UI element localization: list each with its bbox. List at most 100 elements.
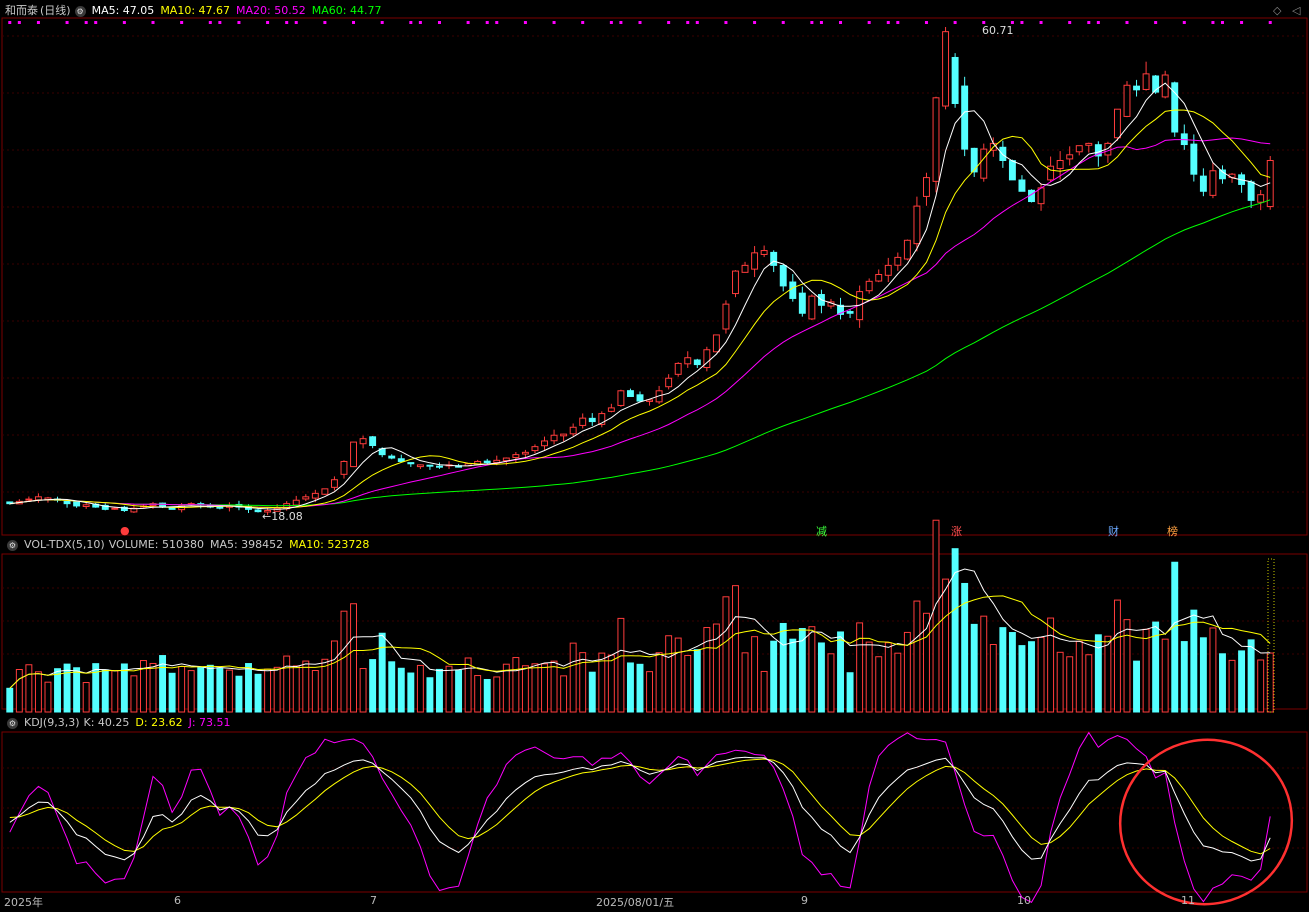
volume-settings-icon[interactable]: ⚙ [7,539,18,551]
candle-body [1171,82,1179,133]
event-marker-red[interactable]: ● [120,524,130,537]
ma5-label: MA5: 47.05 [91,4,155,17]
candle-body [779,265,787,287]
volume-bar [340,610,348,713]
x-label-nov: 11 [1181,894,1195,907]
volume-bar [321,658,329,713]
volume-bar [674,637,682,713]
volume-bar [1066,656,1074,713]
high-price-label: 60.71 [982,24,1014,37]
candle-body [693,359,701,366]
event-marker-bang[interactable]: 榜 [1167,525,1178,538]
volume-bar [1123,619,1131,713]
signal-dot [1020,21,1024,24]
candle-body [111,507,119,510]
candle-body [502,457,510,462]
volume-bar [44,681,52,713]
signal-dot [638,21,642,24]
candle-body [923,177,930,197]
candle-body [646,399,654,402]
kdj-d: D: 23.62 [135,716,183,729]
volume-bar [187,670,195,713]
volume-bar [569,642,577,713]
candle-body [999,146,1007,161]
signal-dot [180,21,184,24]
volume-bar [436,668,443,713]
volume-bar [817,642,825,713]
volume-bar [913,600,921,713]
candle-body [760,250,768,255]
signal-dot [84,21,88,24]
period-label: (日线) [40,4,71,17]
volume-value: VOLUME: 510380 [108,538,204,551]
signal-dot [523,21,527,24]
volume-bar [388,661,396,713]
candle-body [541,440,548,447]
volume-bar [942,578,950,713]
volume-bar [837,631,844,713]
volume-bar [588,671,596,713]
volume-bar [932,519,940,713]
candle-body [980,148,988,179]
diamond-icon[interactable]: ◇ [1273,4,1282,17]
volume-bar [1247,639,1255,713]
ma60-label: MA60: 44.77 [311,4,382,17]
candle-body [732,270,739,295]
signal-dot [218,21,222,24]
volume-bar [894,652,902,713]
volume-bar [378,632,386,713]
volume-bar [1104,635,1112,713]
volume-ma5-line [9,568,1271,689]
volume-bar [693,649,701,713]
volume-bar [493,676,501,713]
candle-body [703,349,711,369]
signal-dot [924,21,928,24]
candle-body [674,362,682,375]
volume-bar [1037,636,1045,713]
event-marker-jian[interactable]: 减 [816,525,827,538]
volume-bar [63,663,71,713]
candle-body [894,256,902,266]
kdj-j-line [9,731,1271,903]
volume-ma10-line [9,595,1271,689]
volume-bar [636,663,644,713]
candle-body [798,292,806,314]
volume-bar [292,665,300,713]
price-panel-header: 和而泰 (日线) ⚙ MA5: 47.05 MA10: 47.67 MA20: 50.52… [5,4,387,18]
event-marker-zhang[interactable]: 涨 [951,525,962,538]
volume-bar [1228,659,1236,713]
collapse-icon[interactable]: ◁ [1292,4,1301,17]
candle-body [63,500,71,505]
signal-dot [1268,21,1272,24]
volume-bar [808,626,816,713]
volume-bar [502,663,510,713]
candle-body [808,295,816,320]
volume-bar [531,663,539,713]
volume-bar [923,612,930,713]
volume-bar [1199,637,1207,713]
volume-bar [54,668,61,713]
volume-bar [646,671,654,713]
signal-dot [485,21,489,24]
event-marker-cai[interactable]: 财 [1108,525,1119,538]
candle-body [426,464,434,467]
volume-bar [283,655,291,713]
candle-body [397,458,405,462]
signal-dot [953,21,957,24]
settings-icon[interactable]: ⚙ [74,5,86,17]
volume-bar [1257,659,1265,713]
x-label-sep: 9 [801,894,808,907]
candle-body [588,417,596,423]
candle-body [321,488,329,495]
volume-bar [607,654,615,713]
volume-bar [722,596,730,713]
signal-dot [810,21,814,24]
candle-body [388,455,396,459]
volume-ma10: MA10: 523728 [289,538,370,551]
volume-bar [455,669,463,713]
kdj-settings-icon[interactable]: ⚙ [7,717,18,729]
signal-dot [294,21,298,24]
signal-dot [867,21,871,24]
candle-body [1123,84,1131,117]
